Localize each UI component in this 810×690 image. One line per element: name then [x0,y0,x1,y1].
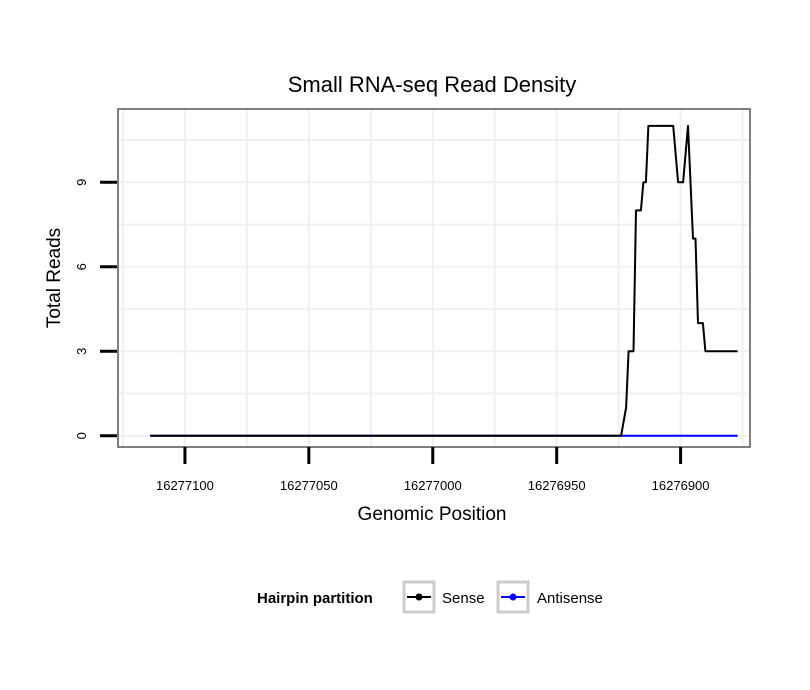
legend: Hairpin partition Sense Antisense [257,580,603,614]
x-axis: 16277100 16277050 16277000 16276950 16276900 [156,447,710,493]
x-tick-label: 16277050 [280,478,338,493]
series-line-sense [150,124,738,437]
y-axis-label: Total Reads [44,228,65,328]
y-tick-label: 6 [74,263,89,270]
legend-antisense-point [509,593,517,601]
plot-panel [117,108,751,448]
series-layer [150,124,738,437]
y-tick-label: 3 [74,348,89,355]
y-tick-label: 9 [74,179,89,186]
legend-label-sense: Sense [442,590,485,607]
x-tick-label: 16276900 [652,478,710,493]
x-axis-label: Genomic Position [358,504,507,525]
y-axis: 0 3 6 9 [74,179,117,439]
chart-title: Small RNA-seq Read Density [288,72,577,97]
legend-sense-point [415,593,423,601]
y-tick-label: 0 [74,432,89,439]
legend-title: Hairpin partition [257,590,373,607]
x-tick-label: 16276950 [528,478,586,493]
legend-label-antisense: Antisense [537,590,603,607]
x-tick-label: 16277000 [404,478,462,493]
x-tick-label: 16277100 [156,478,214,493]
